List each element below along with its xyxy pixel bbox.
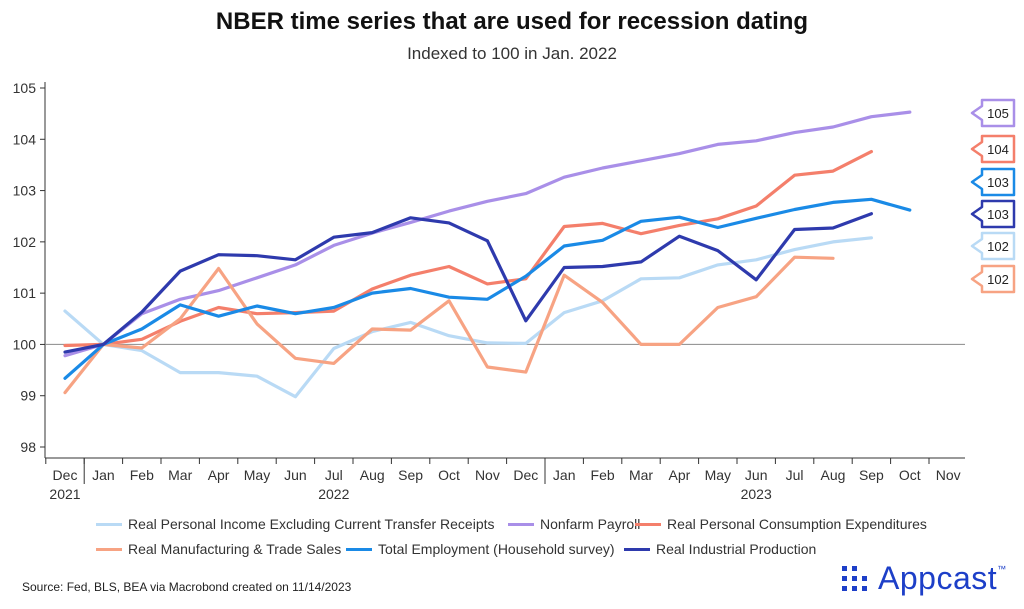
y-tick-label: 102 [13,234,37,250]
x-tick-label: Aug [360,467,385,483]
series-line-1 [63,236,873,399]
end-value-label: 103 [987,175,1009,190]
end-value-label: 103 [987,207,1009,222]
end-value-label: 102 [987,239,1009,254]
x-tick-label: May [705,467,731,483]
x-tick-label: Jan [553,467,576,483]
legend-swatch [624,547,650,551]
legend-item-manufacturing: Real Manufacturing & Trade Sales [96,541,341,557]
end-value-tag [970,231,1016,261]
x-tick-label: Jul [786,467,804,483]
brand-name: Appcast [878,560,998,596]
x-tick-label: Sep [859,467,884,483]
y-tick-label: 101 [13,285,37,301]
chart-subtitle: Indexed to 100 in Jan. 2022 [407,44,617,63]
legend-label: Real Personal Consumption Expenditures [667,516,927,532]
y-tick-label: 105 [13,80,37,96]
y-tick-label: 104 [13,131,37,147]
legend-swatch [508,522,534,526]
x-tick-label: Oct [438,467,460,483]
y-tick-label: 103 [13,183,37,199]
x-tick-label: Dec [53,467,78,483]
legend-swatch [635,522,661,526]
legend-swatch [346,547,372,551]
brand-trademark: ™ [997,564,1007,574]
x-tick-label: May [244,467,270,483]
end-value-label: 105 [987,106,1009,121]
y-tick-label: 99 [20,388,36,404]
legend-label: Total Employment (Household survey) [378,541,615,557]
x-tick-label: Aug [821,467,846,483]
series-line-4 [63,255,835,395]
end-value-tag [970,134,1016,164]
legend-label: Real Manufacturing & Trade Sales [128,541,342,557]
legend-label: Nonfarm Payroll [540,516,641,532]
legend-item-industrial-production: Real Industrial Production [624,541,816,557]
x-tick-label: Apr [208,467,230,483]
series-line-6 [63,212,873,354]
x-tick-label: Jul [325,467,343,483]
x-tick-label: Dec [513,467,538,483]
x-tick-label: Oct [899,467,921,483]
legend-label: Real Personal Income Excluding Current T… [128,516,495,532]
x-tick-label: Feb [130,467,154,483]
legend-item-personal-income: Real Personal Income Excluding Current T… [96,516,495,532]
x-tick-label: Sep [398,467,423,483]
x-tick-label: Mar [168,467,192,483]
chart-title: NBER time series that are used for reces… [215,8,809,35]
series-line-3 [63,150,873,348]
end-value-tag [970,98,1016,128]
legend-swatch [96,547,122,551]
x-tick-label: Nov [475,467,500,483]
x-year-label: 2023 [741,486,772,502]
legend-swatch [96,522,122,526]
end-value-label: 102 [987,272,1009,287]
x-tick-label: Nov [936,467,961,483]
x-tick-label: Jan [92,467,115,483]
legend-item-employment: Total Employment (Household survey) [346,541,615,557]
y-tick-label: 98 [20,439,36,455]
end-value-tag [970,199,1016,229]
x-tick-label: Jun [284,467,307,483]
end-value-tag [970,264,1016,294]
x-tick-label: Apr [669,467,691,483]
x-tick-label: Jun [745,467,768,483]
x-tick-label: Mar [629,467,653,483]
appcast-logo-icon [842,565,867,591]
legend-item-nonfarm-payroll: Nonfarm Payroll [508,516,640,532]
y-tick-label: 100 [13,336,37,352]
series-line-2 [63,110,912,358]
end-value-label: 104 [987,142,1009,157]
x-year-label: 2022 [318,486,349,502]
end-value-tag [970,167,1016,197]
legend-label: Real Industrial Production [656,541,817,557]
x-year-label: 2021 [49,486,80,502]
legend-item-consumption: Real Personal Consumption Expenditures [635,516,927,532]
x-tick-label: Feb [591,467,615,483]
series-line-5 [63,197,912,380]
source-note: Source: Fed, BLS, BEA via Macrobond crea… [22,580,352,594]
brand-logo: Appcast ™ [840,560,1006,597]
